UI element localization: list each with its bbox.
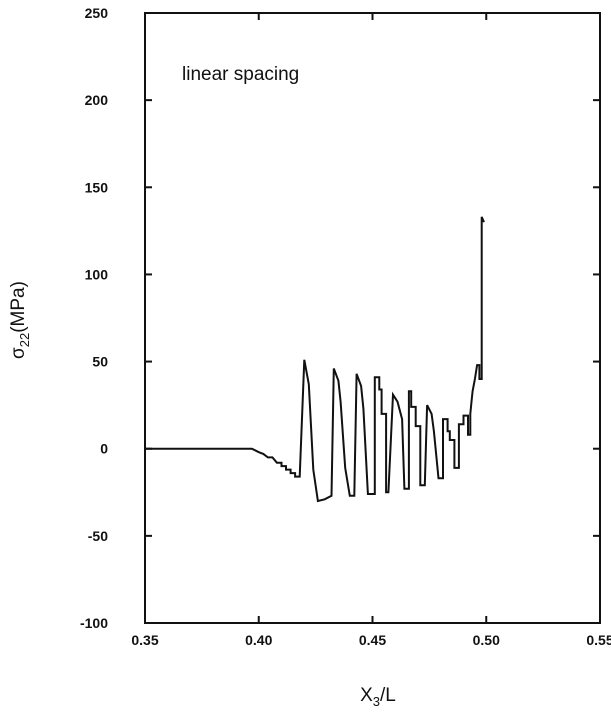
x-axis-unit: /L — [380, 685, 396, 706]
axis-ticks — [144, 12, 601, 624]
y-tick-label: 250 — [85, 5, 109, 21]
y-tick-labels: -100 -50 0 50 100 150 200 250 — [80, 5, 108, 631]
x-tick-label: 0.40 — [245, 632, 272, 648]
stress-series-line — [145, 216, 485, 503]
y-tick-label: 200 — [85, 92, 109, 108]
x-tick-label: 0.45 — [359, 632, 386, 648]
y-axis-symbol: σ — [8, 347, 29, 359]
y-tick-label: -50 — [88, 528, 108, 544]
y-axis-unit: (MPa) — [8, 281, 29, 333]
linear-spacing-annotation: linear spacing — [182, 64, 299, 85]
y-tick-label: -100 — [80, 615, 108, 631]
y-axis-title: σ22(MPa) — [8, 281, 32, 359]
plot-frame — [144, 12, 601, 624]
y-axis-subscript: 22 — [17, 333, 32, 347]
y-tick-label: 50 — [92, 354, 108, 370]
x-tick-label: 0.55 — [586, 632, 611, 648]
x-tick-labels: 0.35 0.40 0.45 0.50 0.55 — [131, 632, 611, 648]
y-tick-label: 100 — [85, 266, 109, 282]
x-tick-label: 0.50 — [473, 632, 500, 648]
x-tick-label: 0.35 — [131, 632, 158, 648]
x-axis-subscript: 3 — [373, 694, 380, 709]
x-axis-symbol: X — [360, 685, 373, 706]
y-tick-label: 0 — [100, 441, 108, 457]
y-tick-label: 150 — [85, 179, 109, 195]
x-axis-title: X3/L — [360, 685, 396, 709]
